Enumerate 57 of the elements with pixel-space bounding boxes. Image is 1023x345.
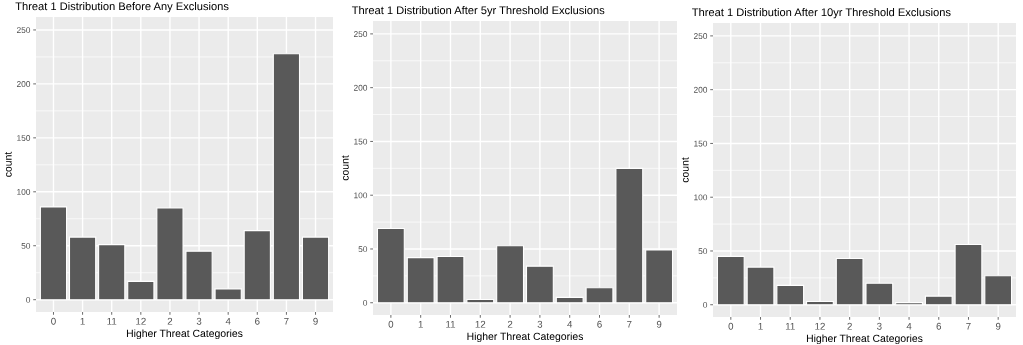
x-tick-label: 7 (627, 320, 632, 328)
x-tick-label: 4 (906, 322, 912, 330)
x-tick-label: 1 (758, 322, 763, 330)
x-tick-label: 12 (815, 322, 825, 330)
y-tick-label: 0 (26, 296, 31, 303)
x-tick-label: 6 (597, 320, 602, 328)
x-tick-label: 0 (728, 322, 734, 330)
x-axis-title: Higher Threat Categories (126, 329, 243, 340)
y-tick-label: 250 (16, 27, 31, 34)
y-axis-title: count (681, 157, 689, 183)
y-tick-label: 250 (693, 33, 708, 40)
y-tick-label: 100 (694, 194, 708, 201)
chart-title: Threat 1 Distribution After 5yr Threshold Exclusions (351, 6, 605, 17)
y-tick-label: 100 (17, 189, 31, 195)
x-tick-label: 1 (418, 320, 423, 328)
y-tick-label: 150 (354, 138, 368, 145)
x-tick-label: 11 (107, 317, 117, 325)
x-tick-label: 3 (196, 317, 202, 325)
x-tick-label: 2 (507, 320, 513, 328)
x-tick-label: 9 (656, 320, 662, 328)
x-tick-label: 6 (936, 322, 942, 330)
x-tick-label: 7 (966, 322, 971, 330)
y-tick-label: 100 (354, 192, 368, 199)
y-tick-label: 0 (703, 301, 708, 308)
x-tick-label: 12 (136, 317, 146, 325)
x-tick-label: 11 (785, 322, 795, 330)
x-tick-label: 2 (847, 322, 852, 330)
y-tick-label: 200 (16, 81, 31, 87)
y-tick-label: 0 (363, 299, 368, 306)
chart-title: Threat 1 Distribution Before Any Exclusions (15, 2, 229, 13)
x-tick-label: 2 (167, 317, 173, 325)
x-tick-label: 9 (313, 317, 318, 325)
y-axis-title: count (4, 151, 12, 177)
x-tick-label: 0 (388, 320, 394, 328)
x-tick-label: 6 (255, 317, 260, 325)
x-tick-label: 3 (537, 320, 543, 328)
x-axis-title: Higher Threat Categories (806, 334, 923, 345)
x-axis-title: Higher Threat Categories (467, 332, 584, 343)
y-tick-label: 50 (358, 246, 368, 253)
x-tick-label: 7 (284, 317, 289, 325)
x-tick-label: 0 (51, 317, 56, 325)
x-tick-label: 4 (225, 317, 231, 325)
y-tick-label: 150 (694, 140, 708, 147)
x-tick-label: 1 (80, 317, 85, 325)
y-tick-label: 50 (21, 242, 31, 249)
x-tick-label: 12 (475, 320, 486, 328)
chart-title: Threat 1 Distribution After 10yr Threshold Exclusions (692, 8, 951, 19)
y-axis-title: count (341, 155, 349, 181)
x-tick-label: 3 (877, 322, 882, 330)
y-tick-label: 150 (17, 135, 31, 141)
y-tick-label: 250 (353, 31, 368, 38)
y-tick-label: 200 (693, 86, 708, 93)
x-tick-label: 11 (446, 320, 456, 328)
x-tick-label: 4 (567, 320, 573, 328)
y-tick-label: 200 (353, 84, 368, 91)
y-tick-label: 50 (698, 248, 708, 255)
x-tick-label: 9 (995, 322, 1001, 330)
